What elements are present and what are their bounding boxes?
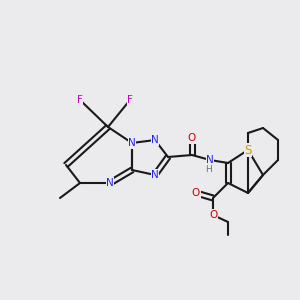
Text: N: N	[206, 155, 214, 165]
Text: O: O	[192, 188, 200, 198]
Text: N: N	[106, 178, 114, 188]
Text: F: F	[127, 95, 133, 105]
Text: S: S	[244, 143, 252, 157]
Text: H: H	[206, 164, 212, 173]
Text: O: O	[188, 133, 196, 143]
Text: O: O	[209, 210, 217, 220]
Text: N: N	[151, 170, 159, 180]
Text: F: F	[77, 95, 83, 105]
Text: N: N	[151, 135, 159, 145]
Text: N: N	[128, 138, 136, 148]
